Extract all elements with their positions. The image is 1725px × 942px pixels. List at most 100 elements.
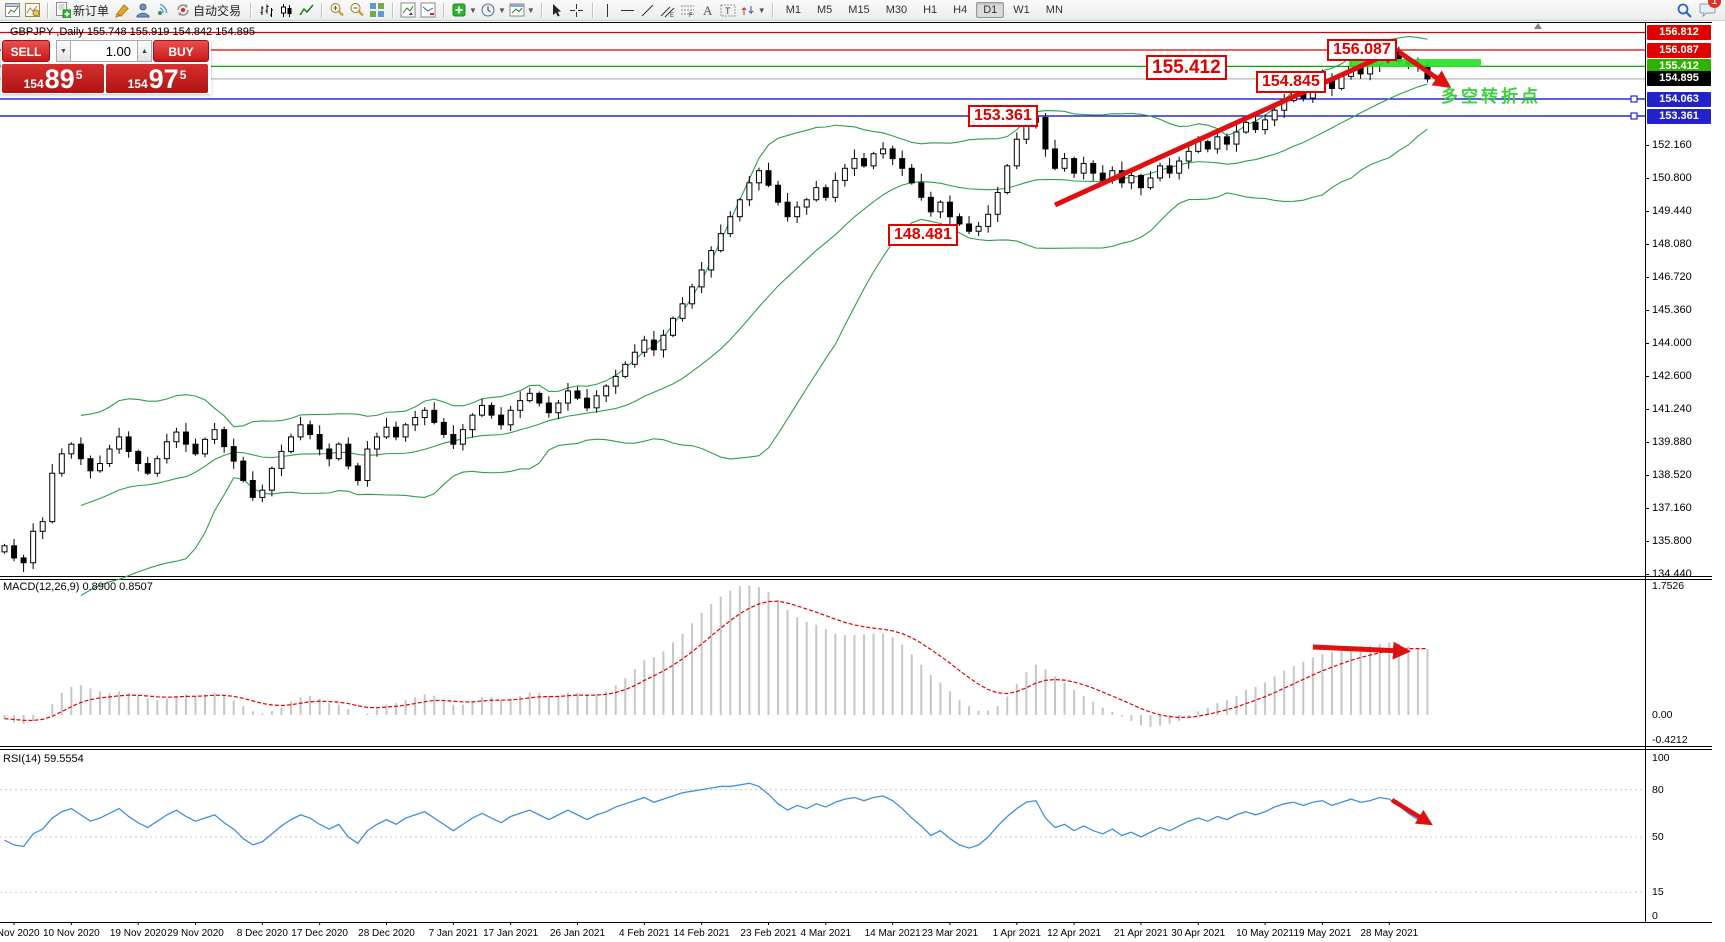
pane-separator[interactable]	[0, 749, 1712, 750]
chat-icon[interactable]: 1	[1699, 0, 1721, 19]
rsi-axis-label: 50	[1652, 831, 1664, 843]
price-scale-label: 141.240	[1652, 403, 1692, 416]
bid-price[interactable]: 154 89 5	[2, 64, 104, 93]
svg-text:E: E	[670, 13, 674, 18]
price-scale-label: 146.720	[1652, 270, 1692, 283]
chevron-down-icon: ▼	[497, 5, 506, 15]
date-axis-label: 29 Nov 2020	[167, 928, 224, 939]
price-scale-label: 148.080	[1652, 237, 1692, 250]
price-scale-label: 137.160	[1652, 502, 1692, 515]
horizontal-line-tool-icon[interactable]	[619, 1, 637, 19]
new-order-label: 新订单	[73, 3, 110, 18]
fibonacci-tool-icon[interactable]: F	[679, 1, 697, 19]
price-scale-label: 138.520	[1652, 469, 1692, 482]
macd-axis-label: 1.7526	[1652, 580, 1685, 592]
price-tag-155.412: 155.412	[1647, 58, 1711, 74]
date-axis-label: 8 Dec 2020	[236, 928, 288, 939]
add-indicator-button[interactable]: ▼	[450, 1, 477, 19]
templates-button[interactable]: ▼	[508, 1, 535, 19]
crayon-icon[interactable]	[114, 1, 132, 19]
price-scale-tick	[1645, 276, 1649, 278]
timeframe-h4[interactable]: H4	[953, 4, 968, 16]
chart-canvas[interactable]	[0, 0, 1712, 925]
zoom-out-icon[interactable]	[348, 1, 366, 19]
chart-profiles-icon[interactable]	[23, 1, 41, 19]
zoom-in-icon[interactable]	[328, 1, 346, 19]
toolbar-separator	[321, 2, 323, 18]
sell-button[interactable]: SELL	[2, 40, 50, 62]
price-scale-tick	[1645, 442, 1649, 444]
indicator-list-icon[interactable]	[419, 1, 437, 19]
crosshair-icon[interactable]	[568, 1, 586, 19]
equidistant-channel-icon[interactable]: E	[659, 1, 677, 19]
date-axis-label: 23 Mar 2021	[921, 928, 979, 939]
annotation-price-label: 148.481	[888, 224, 958, 246]
price-scale-tick	[1645, 309, 1649, 311]
pane-separator[interactable]	[0, 579, 1712, 580]
timeframe-group: M1 M5 M15 M30 H1 H4 D1 W1 MN	[779, 2, 1070, 18]
candlestick-chart-icon[interactable]	[277, 1, 295, 19]
timeframe-d1[interactable]: D1	[976, 2, 1005, 18]
arrows-tool-button[interactable]: ▼	[739, 1, 766, 19]
rsi-axis-label: 15	[1652, 886, 1664, 899]
date-axis-label: 30 Apr 2021	[1171, 928, 1226, 939]
pane-separator[interactable]	[0, 746, 1712, 747]
timeframe-m30[interactable]: M30	[885, 4, 908, 16]
date-axis-label: 17 Dec 2020	[291, 928, 348, 939]
template-icon	[508, 1, 526, 19]
date-axis-label: 10 Nov 2020	[42, 928, 100, 939]
annotation-price-label: 154.845	[1256, 71, 1326, 93]
price-scale-label: 149.440	[1652, 204, 1692, 217]
toolbar-separator	[771, 2, 773, 18]
tile-windows-icon[interactable]	[368, 1, 386, 19]
volume-input[interactable]	[71, 40, 137, 62]
timeframe-m1[interactable]: M1	[785, 4, 801, 16]
price-scale-tick	[1645, 342, 1649, 344]
text-label-tool-icon[interactable]: T	[719, 1, 737, 19]
timeframe-m15[interactable]: M15	[848, 4, 870, 16]
line-chart-icon[interactable]	[297, 1, 315, 19]
indicators-window-icon[interactable]	[399, 1, 417, 19]
text-tool-icon[interactable]: A	[699, 1, 717, 19]
search-icon[interactable]	[1675, 1, 1693, 19]
main-toolbar: 新订单 自动交易 ▼ ▼ ▼ E F A T ▼	[0, 0, 1725, 21]
timeframe-m5[interactable]: M5	[817, 4, 833, 16]
date-axis-label: 28 May 2021	[1360, 928, 1419, 939]
clock-icon	[479, 1, 497, 19]
timeframe-mn[interactable]: MN	[1045, 4, 1063, 16]
date-axis-label: 10 May 2021	[1236, 928, 1295, 939]
volume-decrease-button[interactable]: ▼	[56, 40, 71, 62]
bid-small: 154	[23, 77, 44, 91]
signal-icon[interactable]	[154, 1, 172, 19]
price-scale-tick	[1645, 210, 1649, 212]
ask-price[interactable]: 154 97 5	[106, 64, 208, 93]
new-order-button[interactable]: 新订单	[54, 1, 112, 19]
chevron-down-icon: ▼	[526, 5, 535, 15]
date-axis-label: 12 Apr 2021	[1047, 928, 1102, 939]
buy-button[interactable]: BUY	[153, 40, 209, 62]
cursor-icon[interactable]	[548, 1, 566, 19]
autotrade-label: 自动交易	[193, 3, 242, 18]
toolbar-separator	[443, 2, 445, 18]
date-axis-label: 26 Jan 2021	[549, 928, 606, 939]
autotrade-button[interactable]: 自动交易	[174, 1, 244, 19]
price-tag-154.063: 154.063	[1647, 91, 1711, 107]
price-tag-153.361: 153.361	[1647, 108, 1711, 124]
pane-separator[interactable]	[0, 576, 1712, 577]
volume-increase-button[interactable]: ▲	[137, 40, 152, 62]
autotrade-icon	[174, 1, 192, 19]
trendline-tool-icon[interactable]	[639, 1, 657, 19]
timeframe-w1[interactable]: W1	[1013, 4, 1030, 16]
profile-icon[interactable]	[134, 1, 152, 19]
price-scale-label: 144.000	[1652, 336, 1692, 349]
date-axis-label: 4 Mar 2021	[800, 928, 852, 939]
chevron-down-icon: ▼	[469, 5, 477, 15]
timeframe-h1[interactable]: H1	[923, 4, 938, 16]
vertical-line-tool-icon[interactable]	[599, 1, 617, 19]
chart-window-icon[interactable]	[3, 1, 21, 19]
price-scale-tick	[1645, 475, 1649, 477]
bar-chart-icon[interactable]	[257, 1, 275, 19]
price-scale-label: 142.600	[1652, 370, 1692, 383]
periodicity-button[interactable]: ▼	[479, 1, 506, 19]
